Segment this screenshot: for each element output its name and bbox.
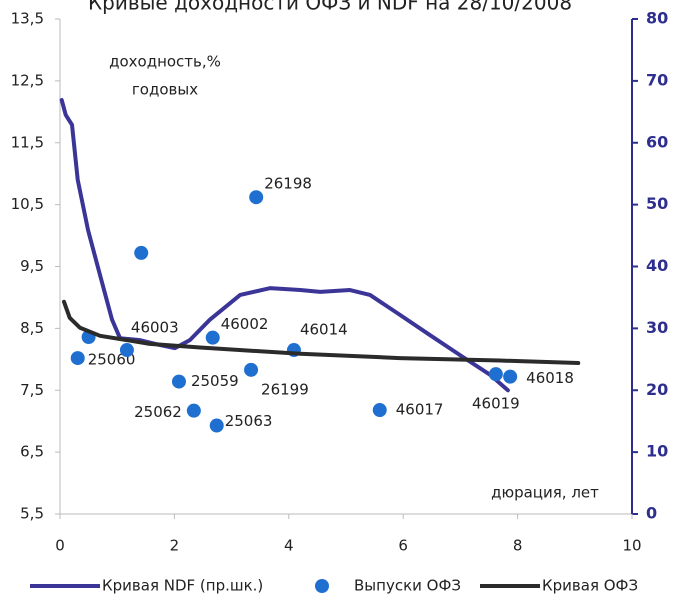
y2-tick-label: 30 xyxy=(646,318,668,337)
y-tick-label: 6,5 xyxy=(20,443,44,461)
y-tick-label: 13,5 xyxy=(11,10,44,28)
x-tick-label: 4 xyxy=(284,537,294,555)
point xyxy=(209,418,224,433)
y-axis-label: доходность,% xyxy=(109,53,221,71)
data-label: 25062 xyxy=(134,403,182,421)
point xyxy=(488,367,503,382)
x-tick-label: 2 xyxy=(170,537,180,555)
y2-tick-label: 50 xyxy=(646,194,668,213)
y2-tick-label: 20 xyxy=(646,380,668,399)
data-label: 25059 xyxy=(191,372,239,390)
y2-tick-label: 80 xyxy=(646,9,668,28)
data-label: 26198 xyxy=(264,175,312,193)
x-tick-label: 6 xyxy=(398,537,408,555)
point xyxy=(503,369,518,384)
y-tick-label: 11,5 xyxy=(11,133,44,151)
chart-title: Кривые доходности ОФЗ и NDF на 28/10/200… xyxy=(88,0,572,15)
y-tick-label: 8,5 xyxy=(20,319,44,337)
point xyxy=(244,362,259,377)
point xyxy=(372,403,387,418)
x-tick-label: 8 xyxy=(513,537,523,555)
y-tick-label: 5,5 xyxy=(20,505,44,523)
y2-tick-label: 0 xyxy=(646,504,657,523)
data-label: 46017 xyxy=(396,401,444,419)
y-tick-label: 10,5 xyxy=(11,195,44,213)
point xyxy=(249,190,264,205)
data-label: 46018 xyxy=(526,369,574,387)
point xyxy=(186,403,201,418)
y-tick-label: 9,5 xyxy=(20,257,44,275)
point xyxy=(119,343,134,358)
line xyxy=(59,98,510,393)
data-label: 25063 xyxy=(225,412,273,430)
data-label: 46019 xyxy=(472,395,520,413)
y2-tick-label: 10 xyxy=(646,442,668,461)
legend-label: Кривая NDF (пр.шк.) xyxy=(102,577,263,595)
data-label: 26199 xyxy=(261,380,309,398)
data-label: 46002 xyxy=(221,315,269,333)
line xyxy=(62,299,581,366)
point xyxy=(70,351,85,366)
point xyxy=(205,330,220,345)
point xyxy=(171,374,186,389)
y-tick-label: 7,5 xyxy=(20,381,44,399)
legend-label: Кривая ОФЗ xyxy=(542,577,638,595)
x-axis-label: дюрация, лет xyxy=(491,484,599,502)
y2-tick-label: 70 xyxy=(646,70,668,89)
y-tick-label: 12,5 xyxy=(11,71,44,89)
y2-tick-label: 40 xyxy=(646,256,668,275)
y-axis-label: годовых xyxy=(132,81,198,99)
point xyxy=(134,245,149,260)
x-tick-label: 0 xyxy=(55,537,65,555)
data-label: 46014 xyxy=(300,321,348,339)
legend-swatch xyxy=(315,579,329,593)
legend-label: Выпуски ОФЗ xyxy=(354,577,461,595)
x-tick-label: 10 xyxy=(622,537,641,555)
y2-tick-label: 60 xyxy=(646,132,668,151)
data-label: 46003 xyxy=(131,319,179,337)
